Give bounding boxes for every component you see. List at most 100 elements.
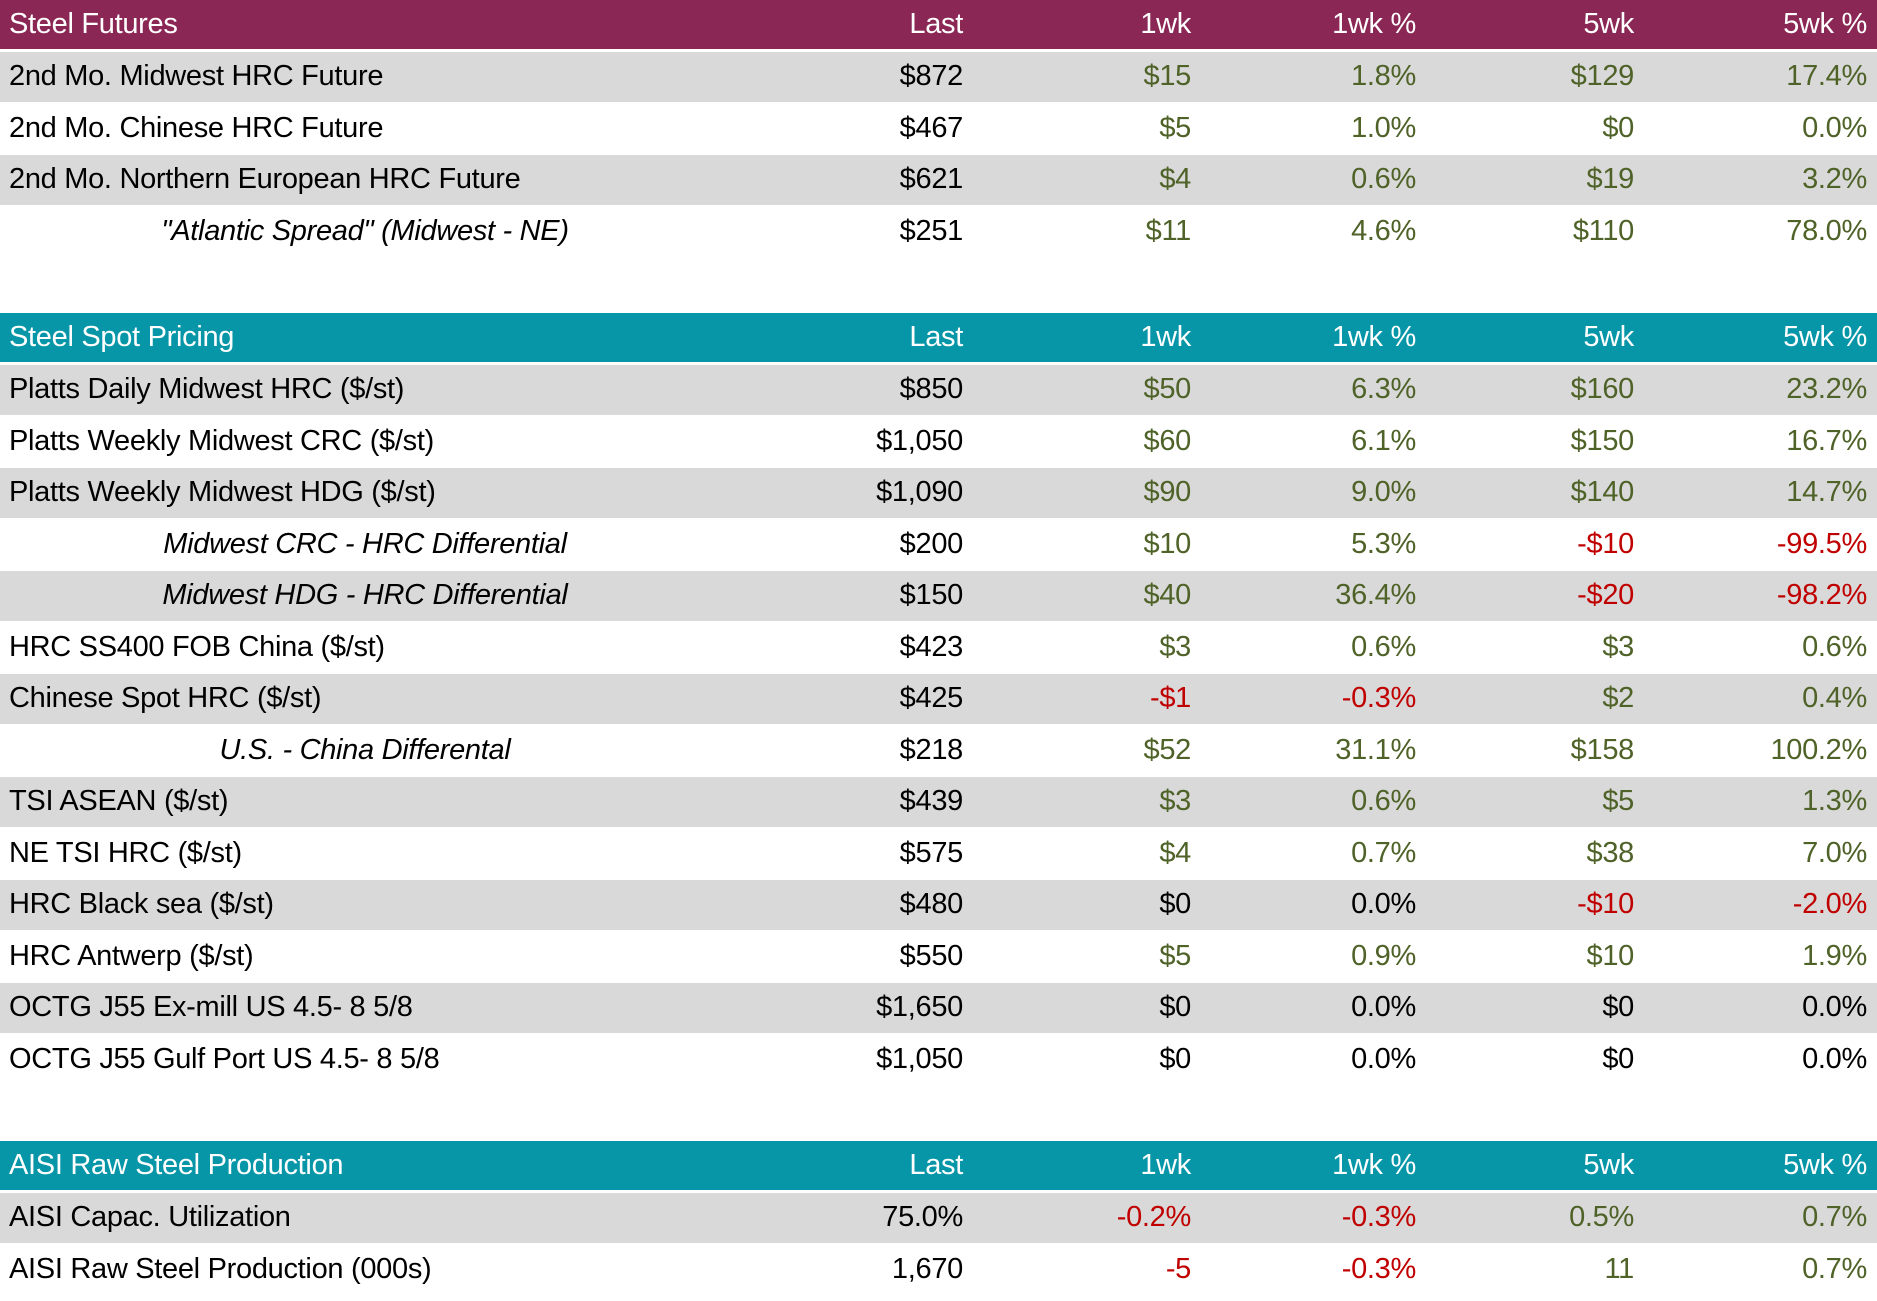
cell-1wk-pct: -0.3% <box>1341 1201 1417 1234</box>
table-row: Chinese Spot HRC ($/st) $425 -$1 -0.3% $… <box>0 674 1877 726</box>
cell-label: AISI Raw Steel Production (000s) <box>9 1252 432 1285</box>
cell-5wk: $160 <box>1570 373 1635 406</box>
section-rows: AISI Capac. Utilization 75.0% -0.2% -0.3… <box>0 1193 1877 1296</box>
col-header-1wk-pct: 1wk % <box>1332 321 1416 353</box>
cell-1wk-pct: 9.0% <box>1351 476 1416 509</box>
section-header-row: AISI Raw Steel Production Last 1wk 1wk %… <box>0 1141 1877 1193</box>
cell-label: Midwest HDG - HRC Differential <box>162 579 568 612</box>
cell-label: AISI Capac. Utilization <box>9 1201 291 1234</box>
cell-1wk-pct: 6.1% <box>1351 424 1416 457</box>
cell-label: HRC Black sea ($/st) <box>9 888 274 921</box>
cell-1wk: $40 <box>1143 579 1192 612</box>
cell-1wk-pct: -0.3% <box>1341 1252 1417 1285</box>
cell-last: $575 <box>899 836 964 869</box>
cell-5wk-pct: 0.7% <box>1802 1252 1867 1285</box>
cell-1wk-pct: 0.0% <box>1351 991 1416 1024</box>
cell-last: $218 <box>899 733 964 766</box>
cell-5wk: $3 <box>1602 630 1634 663</box>
section-rows: Platts Daily Midwest HRC ($/st) $850 $50… <box>0 365 1877 1086</box>
col-header-1wk-pct: 1wk % <box>1332 1149 1416 1181</box>
col-header-1wk: 1wk <box>1140 321 1191 353</box>
section-header-row: Steel Spot Pricing Last 1wk 1wk % 5wk 5w… <box>0 313 1877 365</box>
section-rows: 2nd Mo. Midwest HRC Future $872 $15 1.8%… <box>0 52 1877 258</box>
cell-1wk-pct: 1.8% <box>1351 60 1416 93</box>
col-header-5wk-pct: 5wk % <box>1783 321 1867 353</box>
cell-5wk-pct: 3.2% <box>1802 163 1867 196</box>
table-row: U.S. - China Differental $218 $52 31.1% … <box>0 725 1877 777</box>
cell-last: $850 <box>899 373 964 406</box>
table-row: HRC SS400 FOB China ($/st) $423 $3 0.6% … <box>0 622 1877 674</box>
cell-5wk-pct: 0.4% <box>1802 682 1867 715</box>
cell-1wk-pct: 4.6% <box>1351 214 1416 247</box>
cell-last: $480 <box>899 888 964 921</box>
cell-label: TSI ASEAN ($/st) <box>9 785 229 818</box>
cell-last: $425 <box>899 682 964 715</box>
table-row: "Atlantic Spread" (Midwest - NE) $251 $1… <box>0 206 1877 258</box>
cell-5wk: -$10 <box>1577 888 1634 921</box>
cell-label: Platts Weekly Midwest HDG ($/st) <box>9 476 436 509</box>
cell-last: $150 <box>899 579 964 612</box>
cell-1wk-pct: 0.6% <box>1351 785 1416 818</box>
cell-last: $251 <box>899 214 964 247</box>
cell-5wk: $129 <box>1570 60 1635 93</box>
cell-last: $1,090 <box>876 476 963 509</box>
cell-5wk: $140 <box>1570 476 1635 509</box>
cell-5wk-pct: 0.0% <box>1802 1042 1867 1075</box>
cell-1wk: -5 <box>1165 1252 1191 1285</box>
table-row: Platts Daily Midwest HRC ($/st) $850 $50… <box>0 365 1877 417</box>
cell-5wk: 11 <box>1604 1252 1634 1285</box>
section-title: Steel Futures <box>9 8 178 40</box>
cell-1wk-pct: 31.1% <box>1335 733 1416 766</box>
cell-1wk: $0 <box>1159 888 1191 921</box>
cell-1wk: -$1 <box>1149 682 1191 715</box>
col-header-last: Last <box>909 321 963 353</box>
cell-5wk: $150 <box>1570 424 1635 457</box>
cell-last: $467 <box>899 111 964 144</box>
cell-1wk: $3 <box>1159 630 1191 663</box>
cell-5wk-pct: -2.0% <box>1792 888 1868 921</box>
cell-5wk: $158 <box>1570 733 1635 766</box>
cell-label: HRC SS400 FOB China ($/st) <box>9 630 385 663</box>
table-row: 2nd Mo. Chinese HRC Future $467 $5 1.0% … <box>0 103 1877 155</box>
cell-1wk-pct: 0.0% <box>1351 1042 1416 1075</box>
col-header-1wk: 1wk <box>1140 8 1191 40</box>
table-row: NE TSI HRC ($/st) $575 $4 0.7% $38 7.0% <box>0 828 1877 880</box>
cell-5wk-pct: 14.7% <box>1786 476 1867 509</box>
cell-1wk-pct: 0.9% <box>1351 939 1416 972</box>
col-header-1wk: 1wk <box>1140 1149 1191 1181</box>
cell-5wk-pct: -99.5% <box>1776 527 1867 560</box>
table-row: AISI Capac. Utilization 75.0% -0.2% -0.3… <box>0 1193 1877 1245</box>
cell-5wk-pct: 0.0% <box>1802 991 1867 1024</box>
cell-1wk-pct: 0.6% <box>1351 630 1416 663</box>
cell-5wk: -$10 <box>1577 527 1634 560</box>
cell-label: OCTG J55 Ex-mill US 4.5- 8 5/8 <box>9 991 413 1024</box>
table-row: AISI Raw Steel Production (000s) 1,670 -… <box>0 1244 1877 1296</box>
cell-5wk-pct: 16.7% <box>1786 424 1867 457</box>
cell-5wk: -$20 <box>1577 579 1634 612</box>
cell-1wk: $0 <box>1159 1042 1191 1075</box>
cell-last: $621 <box>899 163 964 196</box>
cell-5wk: 0.5% <box>1569 1201 1634 1234</box>
cell-last: 1,670 <box>891 1252 963 1285</box>
cell-1wk: $11 <box>1145 214 1192 247</box>
section-header-row: Steel Futures Last 1wk 1wk % 5wk 5wk % <box>0 0 1877 52</box>
cell-5wk-pct: 78.0% <box>1786 214 1867 247</box>
cell-5wk-pct: -98.2% <box>1776 579 1867 612</box>
cell-5wk: $38 <box>1586 836 1635 869</box>
cell-last: $1,050 <box>876 424 963 457</box>
cell-last: $423 <box>899 630 964 663</box>
table-row: HRC Black sea ($/st) $480 $0 0.0% -$10 -… <box>0 880 1877 932</box>
cell-5wk-pct: 100.2% <box>1770 733 1867 766</box>
cell-1wk: $52 <box>1143 733 1192 766</box>
section-title: Steel Spot Pricing <box>9 321 235 353</box>
cell-last: $1,050 <box>876 1042 963 1075</box>
cell-last: 75.0% <box>882 1201 963 1234</box>
cell-1wk-pct: 0.7% <box>1351 836 1416 869</box>
cell-label: 2nd Mo. Northern European HRC Future <box>9 163 521 196</box>
table-row: HRC Antwerp ($/st) $550 $5 0.9% $10 1.9% <box>0 931 1877 983</box>
cell-last: $439 <box>899 785 964 818</box>
col-header-5wk: 5wk <box>1583 321 1634 353</box>
cell-5wk-pct: 1.3% <box>1802 785 1867 818</box>
cell-label: OCTG J55 Gulf Port US 4.5- 8 5/8 <box>9 1042 440 1075</box>
